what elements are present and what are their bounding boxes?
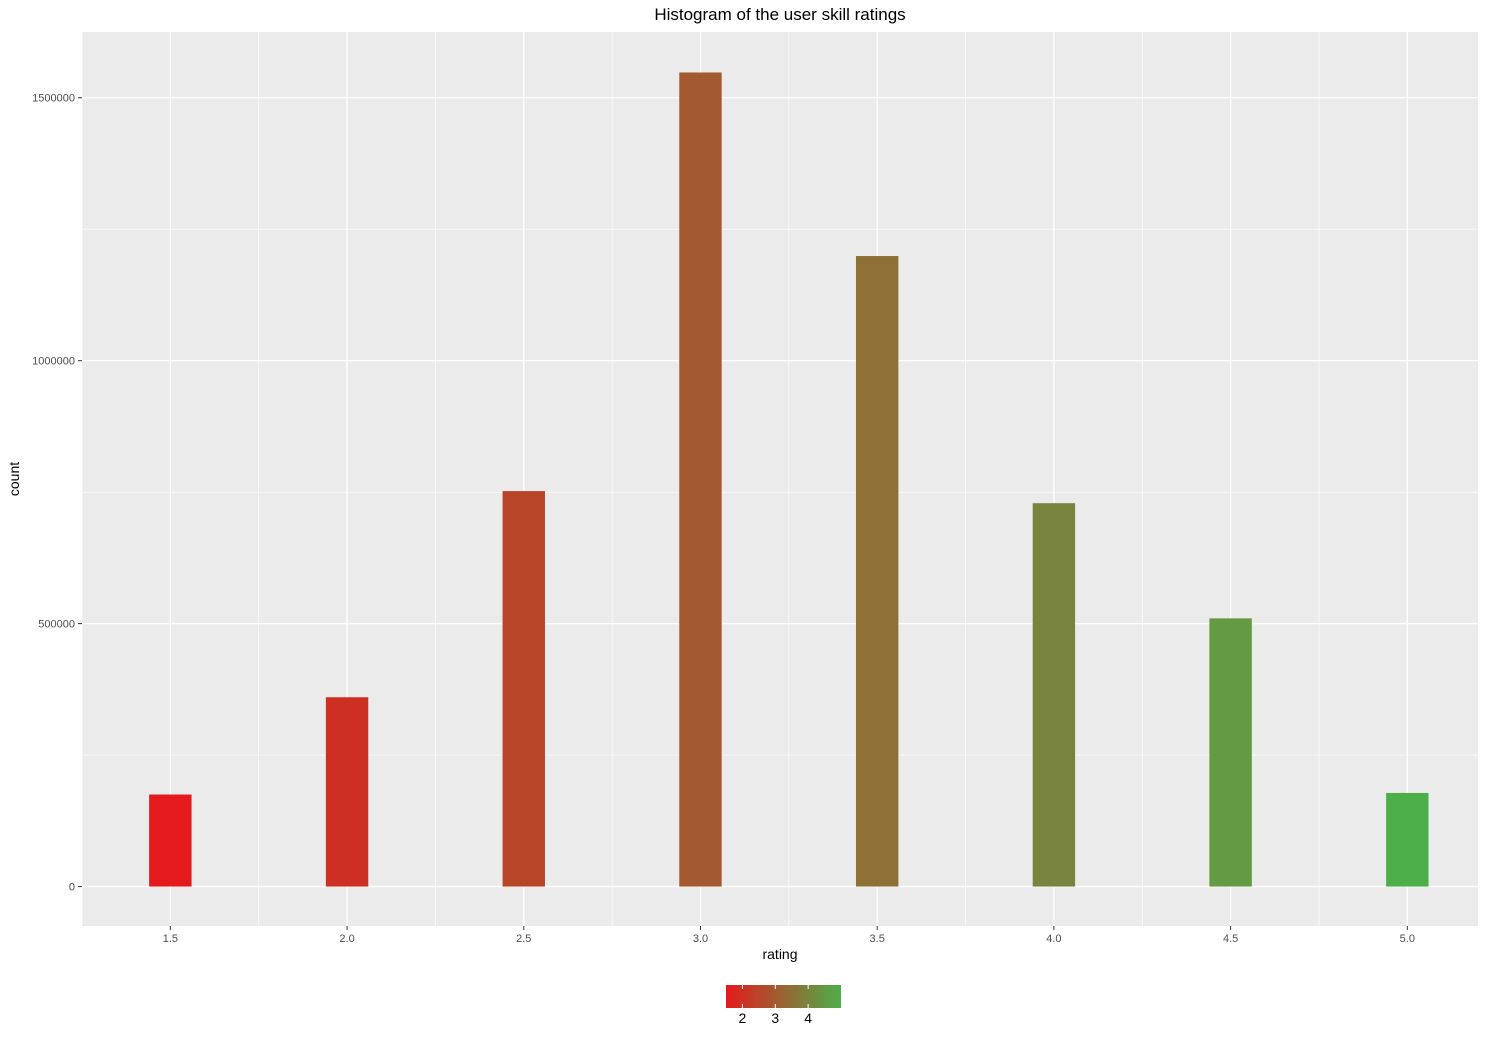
bar <box>1209 618 1252 887</box>
bar <box>1386 792 1429 887</box>
bar <box>679 72 722 887</box>
bar <box>855 256 899 887</box>
colorbar-label: 2 <box>739 1010 747 1026</box>
colorbar-label: 4 <box>804 1010 812 1026</box>
y-axis: 0 500000 1000000 1500000 <box>32 93 82 894</box>
bar <box>149 794 192 887</box>
chart-title: Histogram of the user skill ratings <box>654 5 905 24</box>
y-axis-label: count <box>6 462 22 496</box>
y-tick-label: 1000000 <box>32 356 75 368</box>
x-tick-label: 2.5 <box>516 933 531 945</box>
color-legend: 2 3 4 <box>726 985 841 1026</box>
x-axis: 1.5 2.0 2.5 3.0 3.5 4.0 4.5 5.0 <box>163 926 1415 945</box>
x-tick-label: 5.0 <box>1400 933 1415 945</box>
x-tick-label: 4.0 <box>1046 933 1061 945</box>
x-tick-label: 4.5 <box>1223 933 1238 945</box>
bars <box>149 72 1429 887</box>
x-tick-label: 1.5 <box>163 933 178 945</box>
x-tick-label: 2.0 <box>339 933 354 945</box>
y-tick-label: 1500000 <box>32 93 75 105</box>
bar <box>1032 503 1076 887</box>
colorbar-label: 3 <box>771 1010 779 1026</box>
x-axis-label: rating <box>762 946 797 962</box>
plot-panel <box>82 32 1478 926</box>
x-tick-label: 3.0 <box>693 933 708 945</box>
bar <box>325 697 369 887</box>
y-tick-label: 500000 <box>38 619 75 631</box>
colorbar <box>726 985 841 1008</box>
x-tick-label: 3.5 <box>870 933 885 945</box>
y-tick-label: 0 <box>69 882 75 894</box>
bar <box>502 491 545 887</box>
